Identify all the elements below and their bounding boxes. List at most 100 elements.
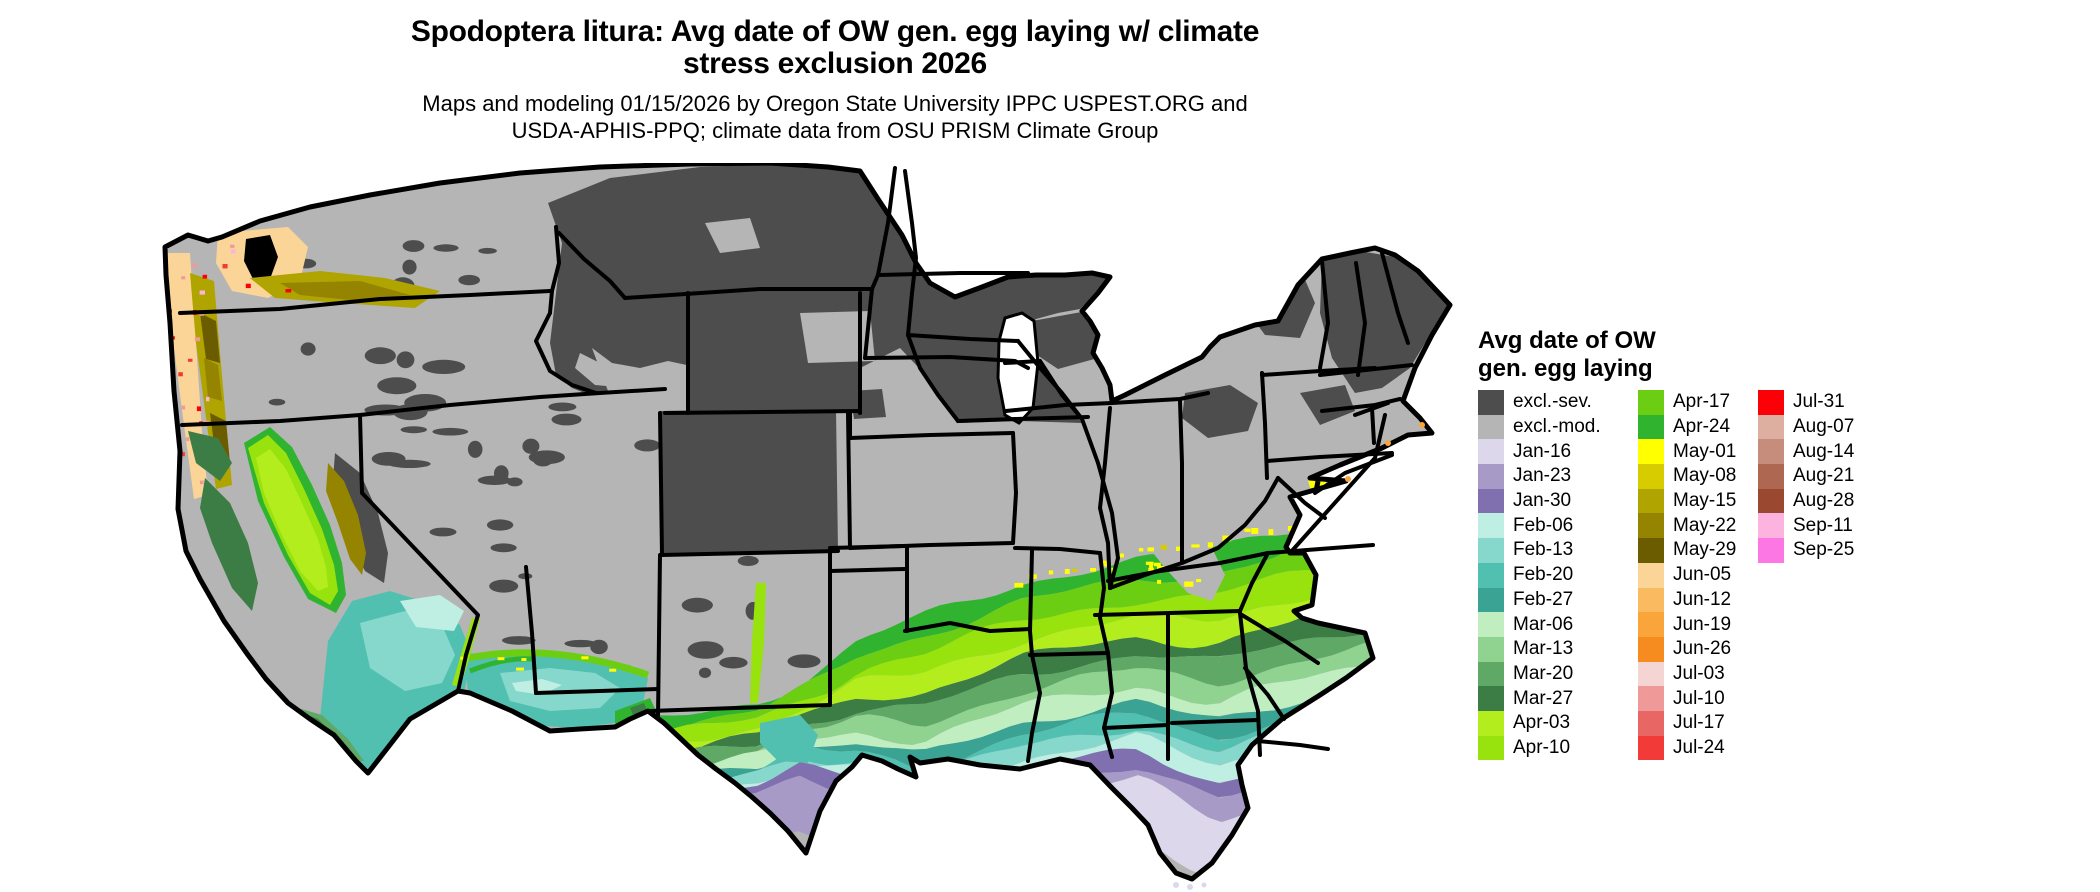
speckle [1154,562,1161,567]
speckle [581,656,589,660]
speckle [516,667,524,671]
legend-swatch [1758,513,1784,539]
speckle [1160,545,1167,550]
legend-entry: May-15 [1638,488,1737,514]
speckle [1302,521,1310,526]
legend-column-3: Jul-31 Aug-07 Aug-14 Aug-21 Aug-28 Sep-11 Sep-… [1758,390,1854,563]
speckle [206,396,210,402]
legend-swatch [1638,439,1664,465]
legend-label: Sep-25 [1793,539,1855,561]
speckle [1196,579,1202,583]
speckle [285,289,292,293]
legend-entry: Jun-12 [1638,587,1736,613]
terrain-mottle [564,639,597,648]
terrain-mottle [432,427,469,436]
speckle [1102,560,1108,567]
legend-swatch [1758,439,1784,465]
speckle [1251,528,1259,534]
terrain-mottle [467,440,483,458]
legend-swatch [1638,587,1664,613]
legend-label: Jul-31 [1793,391,1845,413]
speckle [1388,502,1398,509]
legend-entry: Jan-30 [1478,488,1601,514]
terrain-mottle [787,654,821,668]
legend-label: Feb-20 [1513,564,1574,586]
legend-entry: Jun-26 [1638,636,1736,662]
speckle [1340,511,1347,518]
legend-swatch [1638,488,1664,514]
legend-swatch [1478,488,1504,514]
speckle [1332,512,1339,518]
page-title-line2: stress exclusion 2026 [683,47,987,80]
legend-title: Avg date of OW gen. egg laying [1478,327,1656,383]
speckle [1157,579,1162,584]
terrain-mottle [489,579,519,593]
legend-swatch [1638,612,1664,637]
legend-label: Apr-24 [1673,416,1731,438]
terrain-mottle [522,438,540,454]
speckle [1064,569,1070,574]
legend-label: May-22 [1673,514,1737,536]
legend-swatch [1478,390,1504,415]
speckle [202,274,208,279]
legend-swatch [1638,414,1664,440]
legend-entry: Mar-13 [1478,636,1601,662]
legend-swatch [1638,390,1664,415]
speckle [192,263,198,268]
legend-label: Apr-03 [1513,712,1571,734]
terrain-mottle [364,347,396,365]
speckle [1108,567,1116,573]
legend-swatch [1758,464,1784,489]
legend-label: Sep-11 [1793,514,1853,536]
legend-label: May-15 [1673,490,1737,512]
speckle [187,358,193,362]
page-subtitle-line2: USDA-APHIS-PPQ; climate data from OSU PR… [511,118,1159,143]
legend-entry: Feb-13 [1478,538,1601,563]
speckle [609,668,617,672]
legend-entry: Sep-11 [1758,513,1854,539]
speckle [1149,563,1154,568]
legend-swatch [1638,636,1664,662]
legend-entry: Sep-25 [1758,538,1854,563]
terrain-mottle [402,240,425,252]
speckle [1176,546,1182,551]
legend-swatch [1758,390,1784,415]
legend-swatch [1478,710,1504,736]
terrain-mottle [371,452,406,466]
legend-swatch [1478,538,1504,563]
legend-label: Aug-28 [1793,490,1855,512]
legend-swatch [1478,587,1504,613]
speckle [245,283,251,289]
speckle [521,658,527,661]
legend-column-1: excl.-sev. excl.-mod. Jan-16 Jan-23 Jan-30 Fe… [1478,390,1601,761]
florida-keys [1173,882,1207,890]
legend-swatch [1638,661,1664,687]
legend-label: Mar-20 [1513,662,1574,684]
legend-swatch [1478,414,1504,440]
legend-label: Aug-21 [1793,465,1855,487]
speckle [1048,570,1054,575]
legend-entry: Mar-27 [1478,686,1601,711]
legend-label: Aug-07 [1793,416,1855,438]
legend-entry: Feb-06 [1478,513,1601,539]
legend-entry: Jun-19 [1638,612,1736,637]
terrain-mottle [548,402,577,412]
legend-swatch [1758,538,1784,563]
map-excl-mod-patches [575,218,875,388]
legend-label: Jul-24 [1673,736,1725,758]
terrain-mottle [681,597,713,613]
speckle [196,406,202,412]
speckle [1119,553,1124,558]
terrain-mottle [502,636,536,645]
legend-label: Jun-26 [1673,638,1732,660]
legend-swatch [1478,513,1504,539]
legend-entry: Jun-05 [1638,562,1736,588]
legend-swatch [1638,735,1664,761]
terrain-mottle [429,527,457,537]
legend-label: Jun-12 [1673,588,1732,610]
legend-label: Apr-17 [1673,391,1731,413]
speckle [222,264,228,269]
date-band-Mar-20 [590,616,1450,780]
page-title: Spodoptera litura: Avg date of OW gen. e… [190,16,1480,80]
speckle [1138,548,1144,552]
